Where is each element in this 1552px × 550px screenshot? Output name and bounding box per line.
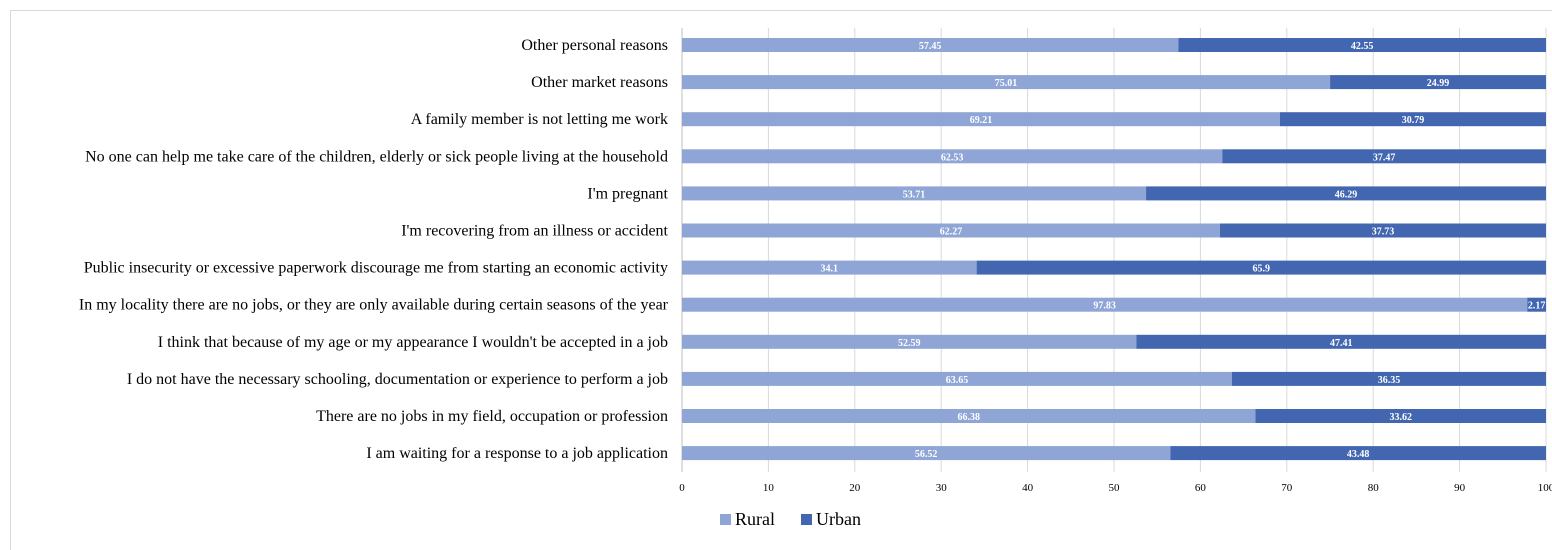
data-label: 42.55 bbox=[1351, 41, 1374, 52]
chart-frame bbox=[10, 10, 1552, 550]
bar-rural bbox=[682, 260, 977, 275]
bar-rural bbox=[682, 223, 1221, 238]
x-tick-label: 30 bbox=[936, 482, 948, 494]
category-label: I am waiting for a response to a job app… bbox=[366, 445, 668, 462]
bar-urban bbox=[1178, 38, 1546, 52]
category-label: In my locality there are no jobs, or the… bbox=[79, 297, 669, 314]
x-tick-label: 40 bbox=[1022, 482, 1034, 494]
x-tick-label: 0 bbox=[679, 482, 685, 494]
category-label: Other market reasons bbox=[531, 74, 668, 91]
x-tick-label: 10 bbox=[763, 482, 775, 494]
data-label: 34.1 bbox=[821, 264, 839, 275]
bar-urban bbox=[1255, 409, 1546, 423]
bar-rural bbox=[682, 75, 1331, 90]
data-label: 33.62 bbox=[1390, 412, 1413, 423]
bar-urban bbox=[1527, 297, 1546, 312]
category-label: Other personal reasons bbox=[521, 37, 668, 54]
category-labels: Other personal reasons Other market reaso… bbox=[79, 37, 669, 462]
data-label: 24.99 bbox=[1427, 78, 1450, 89]
bars: 57.45 42.55 75.01 24.99 69.21 30.79 62.53 37.47… bbox=[682, 38, 1546, 461]
bar-urban bbox=[1146, 186, 1546, 201]
x-tick-label: 80 bbox=[1368, 482, 1380, 494]
bar-rural bbox=[682, 186, 1147, 201]
legend-label: Urban bbox=[816, 509, 861, 529]
bar-rural bbox=[682, 334, 1137, 349]
bar-urban bbox=[1136, 334, 1546, 349]
data-label: 62.27 bbox=[940, 227, 963, 238]
category-label: No one can help me take care of the chil… bbox=[85, 148, 668, 165]
category-label: I do not have the necessary schooling, d… bbox=[127, 371, 668, 388]
data-label: 75.01 bbox=[995, 78, 1018, 89]
bar-rural bbox=[682, 38, 1179, 52]
bar-urban bbox=[1279, 112, 1546, 127]
data-label: 36.35 bbox=[1378, 375, 1401, 386]
bar-rural bbox=[682, 446, 1171, 461]
x-tick-label: 60 bbox=[1195, 482, 1207, 494]
data-label: 53.71 bbox=[903, 189, 926, 200]
bar-urban bbox=[976, 260, 1546, 275]
bar-rural bbox=[682, 371, 1232, 386]
data-label: 46.29 bbox=[1335, 189, 1358, 200]
bar-urban bbox=[1220, 223, 1546, 238]
stacked-bar-chart: 57.45 42.55 75.01 24.99 69.21 30.79 62.53 37.47… bbox=[79, 28, 1552, 529]
bar-urban bbox=[1330, 75, 1546, 90]
category-label: I think that because of my age or my app… bbox=[158, 334, 668, 351]
data-label: 2.17 bbox=[1528, 301, 1546, 312]
data-label: 69.21 bbox=[970, 115, 993, 126]
data-label: 43.48 bbox=[1347, 449, 1370, 460]
legend-label: Rural bbox=[735, 509, 775, 529]
data-label: 66.38 bbox=[958, 412, 981, 423]
bar-urban bbox=[1222, 149, 1546, 164]
data-label: 52.59 bbox=[898, 338, 921, 349]
legend: Rural Urban bbox=[720, 509, 861, 529]
bar-rural bbox=[682, 409, 1256, 423]
category-label: Public insecurity or excessive paperwork… bbox=[84, 260, 668, 277]
category-label: There are no jobs in my field, occupatio… bbox=[316, 408, 668, 425]
bar-rural bbox=[682, 297, 1528, 312]
x-tick-label: 20 bbox=[849, 482, 861, 494]
bar-urban bbox=[1231, 371, 1546, 386]
x-tick-label: 100 bbox=[1538, 482, 1552, 494]
data-label: 63.65 bbox=[946, 375, 969, 386]
data-label: 62.53 bbox=[941, 152, 964, 163]
data-label: 65.9 bbox=[1253, 264, 1271, 275]
data-label: 37.73 bbox=[1372, 227, 1395, 238]
data-label: 37.47 bbox=[1373, 152, 1396, 163]
x-tick-label: 50 bbox=[1109, 482, 1121, 494]
category-label: I'm pregnant bbox=[587, 185, 668, 202]
data-label: 57.45 bbox=[919, 41, 942, 52]
bar-rural bbox=[682, 149, 1223, 164]
data-label: 47.41 bbox=[1330, 338, 1353, 349]
data-label: 97.83 bbox=[1093, 301, 1116, 312]
x-tick-label: 90 bbox=[1454, 482, 1466, 494]
x-axis-ticks: 0 10 20 30 40 50 60 70 80 90 100 bbox=[679, 482, 1552, 494]
legend-swatch bbox=[801, 514, 812, 525]
category-label: I'm recovering from an illness or accide… bbox=[401, 223, 668, 240]
gridlines bbox=[681, 28, 1547, 472]
x-tick-label: 70 bbox=[1281, 482, 1293, 494]
bar-urban bbox=[1170, 446, 1546, 461]
data-label: 30.79 bbox=[1402, 115, 1425, 126]
data-label: 56.52 bbox=[915, 449, 938, 460]
legend-swatch bbox=[720, 514, 731, 525]
bar-rural bbox=[682, 112, 1280, 127]
category-label: A family member is not letting me work bbox=[411, 111, 668, 128]
